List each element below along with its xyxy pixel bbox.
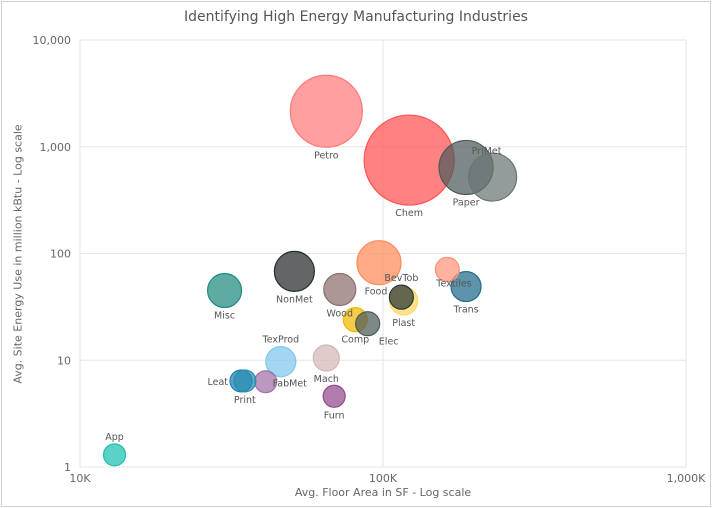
- bubble-label-mach: Mach: [314, 374, 339, 385]
- bubble-label-trans: Trans: [453, 305, 479, 316]
- bubble-primet[interactable]: [468, 152, 518, 202]
- bubble-label-nonmet: NonMet: [276, 294, 313, 305]
- bubble-print[interactable]: [233, 369, 257, 393]
- y-tick-label: 1,000: [40, 141, 72, 154]
- bubble-label-texprod: TexProd: [262, 335, 300, 346]
- bubble-misc[interactable]: [206, 272, 243, 309]
- bubble-label-paper: Paper: [453, 197, 480, 208]
- bubble-texprod[interactable]: [265, 346, 297, 378]
- x-tick-label: 10K: [69, 472, 91, 485]
- bubble-label-textiles: Textiles: [435, 278, 471, 289]
- bubble-label-food: Food: [365, 287, 388, 298]
- x-axis-label: Avg. Floor Area in SF - Log scale: [294, 486, 472, 499]
- chart-title: Identifying High Energy Manufacturing In…: [184, 9, 528, 25]
- y-tick-label: 10,000: [33, 34, 72, 47]
- bubble-label-fabmet: FabMet: [273, 379, 307, 390]
- bubble-label-furn: Furn: [324, 410, 345, 421]
- bubble-label-print: Print: [234, 395, 256, 406]
- bubble-textiles[interactable]: [434, 256, 460, 282]
- bubble-label-leat: Leat: [208, 377, 229, 388]
- bubble-label-elec: Elec: [379, 337, 399, 348]
- bubble-label-petro: Petro: [314, 150, 339, 161]
- bubble-furn[interactable]: [322, 384, 346, 408]
- bubble-trans[interactable]: [450, 270, 482, 303]
- bubble-bevtob[interactable]: [388, 284, 414, 310]
- bubble-label-bevtob: BevTob: [384, 273, 418, 284]
- bubble-nonmet[interactable]: [273, 250, 315, 292]
- bubble-label-wood: Wood: [327, 309, 354, 320]
- y-tick-label: 1: [64, 461, 71, 474]
- bubble-label-misc: Misc: [214, 311, 235, 322]
- bubble-label-chem: Chem: [395, 208, 423, 219]
- x-tick-label: 100K: [369, 472, 398, 485]
- bubble-label-plast: Plast: [392, 318, 415, 329]
- axis-ticks: 10K 100K 1,000K 1 10 100 1,000 10,000: [33, 34, 707, 485]
- y-tick-label: 10: [57, 354, 71, 367]
- y-tick-label: 100: [50, 248, 71, 261]
- x-tick-label: 1,000K: [667, 472, 706, 485]
- bubbles: [102, 74, 518, 467]
- bubble-food[interactable]: [356, 240, 402, 286]
- bubble-wood[interactable]: [323, 272, 357, 307]
- bubble-labels: Petro Chem Paper PriMet Food NonMet Wood Misc Te…: [105, 146, 502, 443]
- bubble-label-comp: Comp: [341, 335, 369, 346]
- bubble-app[interactable]: [102, 443, 127, 467]
- bubble-elec[interactable]: [355, 311, 381, 337]
- bubble-label-primet: PriMet: [472, 146, 502, 157]
- bubble-petro[interactable]: [289, 74, 363, 148]
- bubble-label-app: App: [105, 432, 124, 443]
- bubble-mach[interactable]: [312, 344, 340, 372]
